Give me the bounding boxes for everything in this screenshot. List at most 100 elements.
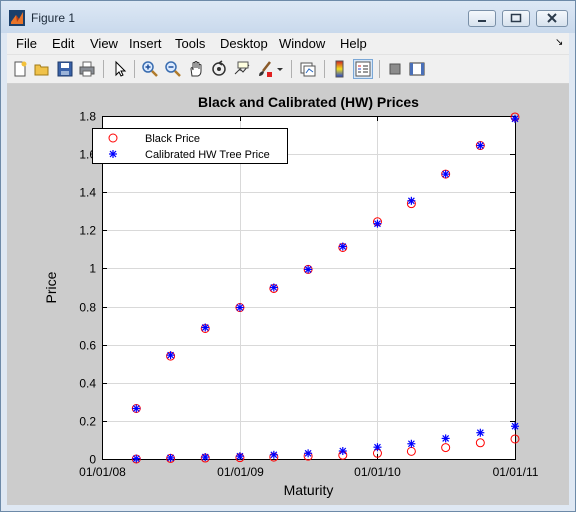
y-tick-label: 1.2 xyxy=(79,224,96,238)
save-icon[interactable] xyxy=(56,60,74,78)
legend-circle-marker xyxy=(108,133,118,143)
hw-tree-price-point xyxy=(441,434,450,443)
title-bar[interactable]: Figure 1 xyxy=(1,1,575,33)
hw-tree-price-point xyxy=(407,439,416,448)
minimize-button[interactable] xyxy=(468,10,496,27)
brush-icon[interactable] xyxy=(256,60,274,78)
edit-plot-pointer-icon[interactable] xyxy=(111,60,129,78)
hw-tree-price-point xyxy=(269,450,278,459)
legend-box[interactable] xyxy=(92,128,288,164)
hw-tree-price-point xyxy=(132,404,141,413)
y-axis-label: Price xyxy=(43,271,59,303)
hw-tree-price-point xyxy=(166,453,175,462)
black-price-point xyxy=(475,438,485,448)
black-price-point xyxy=(510,434,520,444)
maximize-icon xyxy=(510,13,522,23)
hw-tree-price-point xyxy=(201,453,210,462)
rotate-3d-icon[interactable] xyxy=(210,60,228,78)
menu-edit[interactable]: Edit xyxy=(52,36,75,51)
hw-tree-price-point xyxy=(201,323,210,332)
y-tick-label: 1.4 xyxy=(79,186,96,200)
y-tick-label: 1 xyxy=(89,262,96,276)
black-price-point xyxy=(441,443,451,453)
legend-marker-hw-tree-price xyxy=(109,150,117,158)
toolbar-separator xyxy=(324,60,325,78)
legend-marker-black-price xyxy=(108,133,118,143)
zoom-in-icon[interactable] xyxy=(141,60,159,78)
y-tick-label: 0 xyxy=(89,453,96,467)
menu-bar: File Edit View Insert Tools Desktop Wind… xyxy=(7,33,569,55)
hw-tree-price-point xyxy=(132,454,141,463)
x-tick-labels: 01/01/08 01/01/09 01/01/10 01/01/11 xyxy=(79,465,539,479)
hide-plot-tools-icon[interactable] xyxy=(386,60,404,78)
hw-tree-price-point xyxy=(511,114,519,123)
hw-tree-price-point xyxy=(476,428,485,437)
link-plot-icon[interactable] xyxy=(299,60,317,78)
legend-label-black-price: Black Price xyxy=(145,133,200,145)
print-icon[interactable] xyxy=(78,60,96,78)
hw-tree-price-point xyxy=(338,446,347,455)
menu-window[interactable]: Window xyxy=(279,36,326,51)
x-axis-label: Maturity xyxy=(284,482,334,498)
y-tick-label: 0.8 xyxy=(79,301,96,315)
legend[interactable]: Black Price Calibrated HW Tree Price xyxy=(92,128,288,164)
figure-canvas: 01/01/08 01/01/09 01/01/10 01/01/11 0 0.2 0.4… xyxy=(7,84,569,505)
x-tick-label: 01/01/10 xyxy=(354,465,401,479)
hw-tree-price-point xyxy=(235,452,244,461)
hw-tree-price-point xyxy=(304,265,313,274)
y-tick-label: 1.8 xyxy=(79,110,96,124)
menu-tools[interactable]: Tools xyxy=(175,36,206,51)
close-button[interactable] xyxy=(536,10,568,27)
menu-file[interactable]: File xyxy=(16,36,37,51)
toolbar-separator xyxy=(103,60,104,78)
toolbar-separator xyxy=(379,60,380,78)
hw-tree-price-point xyxy=(166,351,175,360)
x-tick-label: 01/01/11 xyxy=(493,465,539,479)
data-cursor-icon[interactable] xyxy=(233,60,251,78)
hw-tree-price-point xyxy=(338,242,347,251)
chart-svg[interactable]: 01/01/08 01/01/09 01/01/10 01/01/11 0 0.2 0.4… xyxy=(7,84,569,505)
menu-insert[interactable]: Insert xyxy=(129,36,162,51)
menu-help[interactable]: Help xyxy=(340,36,367,51)
matlab-logo-icon xyxy=(9,10,25,26)
new-figure-icon[interactable] xyxy=(11,60,29,78)
y-tick-label: 0.2 xyxy=(79,415,96,429)
toolbar-separator xyxy=(134,60,135,78)
legend-asterisk-marker xyxy=(109,150,117,158)
hw-tree-price-point xyxy=(304,449,313,458)
zoom-out-icon[interactable] xyxy=(164,60,182,78)
menu-desktop[interactable]: Desktop xyxy=(220,36,268,51)
insert-colorbar-icon[interactable] xyxy=(331,60,349,78)
axes-frame xyxy=(102,116,516,460)
hw-tree-price-point xyxy=(441,170,450,179)
open-file-icon[interactable] xyxy=(33,60,51,78)
hw-tree-price-point xyxy=(269,283,278,292)
toolbar-separator xyxy=(291,60,292,78)
show-plot-tools-icon[interactable] xyxy=(408,60,426,78)
hw-tree-price-point xyxy=(407,196,416,205)
pan-hand-icon[interactable] xyxy=(187,60,205,78)
menu-view[interactable]: View xyxy=(90,36,118,51)
minimize-icon xyxy=(478,20,486,22)
close-icon xyxy=(547,13,557,23)
x-tick-label: 01/01/08 xyxy=(79,465,126,479)
maximize-button[interactable] xyxy=(502,10,530,27)
plot-area[interactable] xyxy=(102,116,515,459)
insert-legend-icon[interactable] xyxy=(353,59,373,79)
window-title: Figure 1 xyxy=(31,11,76,25)
figure-toolbar xyxy=(7,55,569,84)
hw-tree-price-point xyxy=(235,303,244,312)
brush-dropdown-arrow-icon[interactable] xyxy=(275,60,285,78)
y-tick-label: 0.4 xyxy=(79,377,96,391)
data-points xyxy=(131,112,520,464)
menu-dock-arrow-icon[interactable]: ↘ xyxy=(555,37,564,48)
legend-label-hw-tree-price: Calibrated HW Tree Price xyxy=(145,149,270,161)
x-tick-label: 01/01/09 xyxy=(217,465,264,479)
chart-title: Black and Calibrated (HW) Prices xyxy=(198,94,419,110)
hw-tree-price-point xyxy=(373,443,382,452)
hw-tree-price-point xyxy=(511,422,519,431)
hw-tree-price-point xyxy=(476,141,485,150)
y-tick-label: 0.6 xyxy=(79,339,96,353)
hw-tree-price-point xyxy=(373,219,382,228)
